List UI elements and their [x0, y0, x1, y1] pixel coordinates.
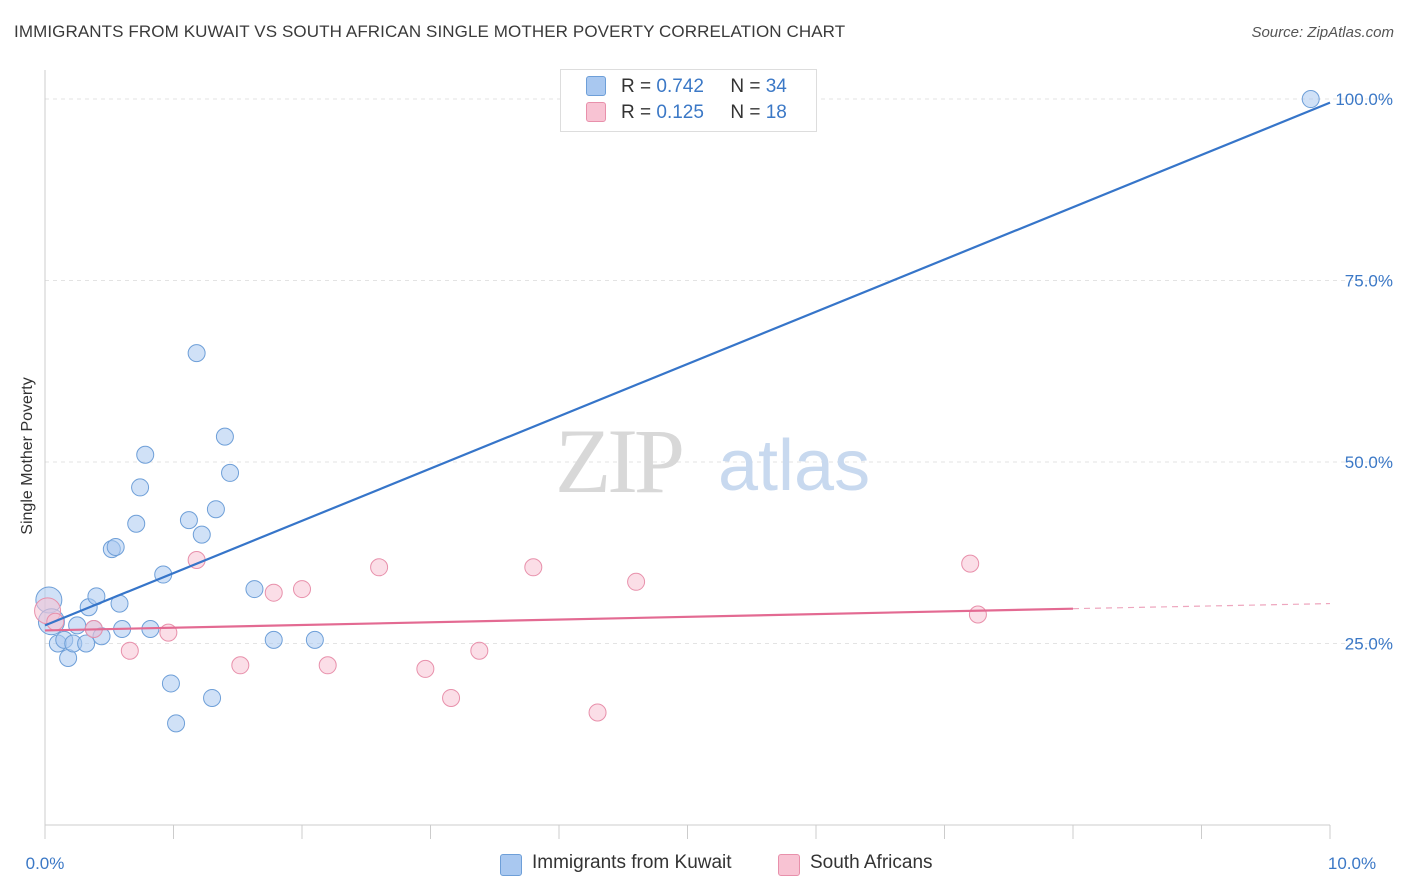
- legend-swatch-kuwait: [586, 76, 606, 96]
- r-label: R =: [621, 76, 652, 97]
- n-label: N =: [730, 102, 761, 123]
- kuwait-point: [77, 634, 96, 653]
- kuwait-trend-line: [44, 101, 1331, 627]
- y-tick-label: 50.0%: [1345, 453, 1393, 472]
- kuwait-point: [106, 537, 125, 556]
- south-africans-point: [588, 703, 607, 722]
- source-note: Source: ZipAtlas.com: [1251, 24, 1394, 41]
- kuwait-point: [1301, 90, 1320, 109]
- y-tick-label: 100.0%: [1335, 90, 1393, 109]
- kuwait-point: [215, 427, 234, 446]
- kuwait-point: [192, 525, 211, 544]
- kuwait-point: [187, 344, 206, 363]
- kuwait-point: [161, 674, 180, 693]
- south-africans-point: [627, 572, 646, 591]
- south-africans-point: [961, 554, 980, 573]
- south-africans-point: [264, 583, 283, 602]
- south-africans-point: [442, 688, 461, 707]
- kuwait-point: [68, 616, 87, 635]
- kuwait-point: [136, 445, 155, 464]
- x-tick-label: 0.0%: [26, 854, 65, 873]
- south-africans-point: [370, 558, 389, 577]
- r-value: 0.742: [656, 76, 704, 97]
- kuwait-point: [245, 580, 264, 599]
- south-africans-point: [470, 641, 489, 660]
- kuwait-point: [221, 463, 240, 482]
- legend-label-south-africans: South Africans: [810, 852, 933, 873]
- y-tick-label: 25.0%: [1345, 635, 1393, 654]
- south-africans-trend-line: [44, 607, 1074, 632]
- legend-label-kuwait: Immigrants from Kuwait: [532, 852, 732, 873]
- r-label: R =: [621, 102, 652, 123]
- series-legend: Immigrants from Kuwait South Africans: [0, 852, 1406, 878]
- n-value: 34: [765, 76, 787, 97]
- south-africans-point: [293, 580, 311, 599]
- south-africans-point: [120, 641, 139, 660]
- chart-title: IMMIGRANTS FROM KUWAIT VS SOUTH AFRICAN …: [14, 22, 846, 41]
- kuwait-point: [264, 630, 283, 649]
- kuwait-point: [179, 511, 198, 530]
- n-value: 18: [765, 102, 787, 123]
- y-tick-label: 75.0%: [1345, 272, 1393, 291]
- kuwait-point: [127, 514, 146, 533]
- south-africans-trend-extension: [1072, 602, 1331, 610]
- r-value: 0.125: [656, 102, 704, 123]
- correlation-legend: R = 0.742 N = 34 R = 0.125 N = 18: [560, 69, 817, 132]
- legend-swatch-south-africans: [586, 102, 606, 122]
- south-africans-point: [968, 605, 987, 624]
- south-africans-point: [524, 558, 543, 577]
- kuwait-point: [203, 688, 222, 707]
- south-africans-point: [318, 656, 337, 675]
- legend-swatch-kuwait: [500, 854, 522, 876]
- watermark-zip: ZIP: [555, 410, 682, 512]
- x-tick-label: 10.0%: [1328, 854, 1376, 873]
- south-africans-point: [416, 659, 435, 678]
- kuwait-point: [131, 478, 150, 497]
- kuwait-point: [167, 714, 186, 733]
- kuwait-point: [305, 630, 324, 649]
- kuwait-point: [206, 500, 225, 519]
- watermark-atlas: atlas: [718, 426, 870, 506]
- n-label: N =: [730, 76, 761, 97]
- legend-swatch-south-africans: [778, 854, 800, 876]
- south-africans-point: [231, 656, 250, 675]
